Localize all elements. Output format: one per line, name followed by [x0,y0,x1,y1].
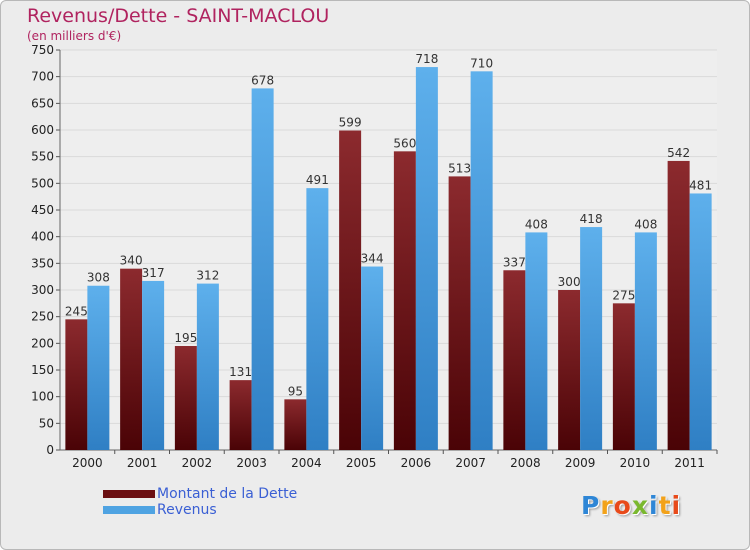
data-label: 560 [393,136,416,150]
data-label: 408 [634,217,657,231]
bar-revenus [306,188,329,450]
legend-swatch-revenus [103,506,155,514]
logo-letter: t [658,491,672,520]
bar-revenus [361,266,384,450]
y-tick-label: 350 [31,256,54,270]
data-label: 131 [229,365,252,379]
bar-revenus [580,227,603,450]
data-label: 344 [361,252,384,266]
x-tick-label: 2008 [510,456,541,470]
y-tick-label: 600 [31,123,54,137]
logo-letter: o [613,491,632,520]
bar-dette [503,270,526,450]
plot-area [60,50,717,450]
y-tick-label: 500 [31,176,54,190]
legend-label-debt: Montant de la Dette [157,486,298,502]
data-label: 418 [580,212,603,226]
y-tick-label: 0 [46,443,54,457]
bar-revenus [196,283,219,450]
y-tick-label: 650 [31,96,54,110]
x-tick-label: 2001 [127,456,158,470]
data-label: 718 [415,52,438,66]
logo-letter: i [671,491,682,520]
bar-dette [65,319,88,450]
y-tick-label: 700 [31,70,54,84]
bar-revenus [251,88,274,451]
bar-revenus [142,280,165,450]
bar-dette [174,346,197,450]
legend-swatch-debt [103,490,155,498]
x-tick-label: 2006 [401,456,432,470]
y-tick-label: 50 [39,416,54,430]
y-tick-label: 250 [31,310,54,324]
x-tick-label: 2000 [72,456,103,470]
bar-dette [558,290,581,450]
bar-dette [229,380,252,450]
data-label: 312 [196,269,219,283]
bar-revenus [689,193,712,450]
chart-subtitle: (en milliers d'€) [27,29,122,43]
bar-dette [612,303,635,450]
data-label: 245 [65,304,88,318]
bar-dette [393,151,416,451]
bar-dette [284,399,307,450]
x-tick-label: 2007 [455,456,486,470]
data-label: 275 [612,288,635,302]
bar-revenus [634,232,657,450]
data-label: 408 [525,217,548,231]
y-tick-label: 450 [31,203,54,217]
data-label: 513 [448,161,471,175]
y-tick-label: 400 [31,230,54,244]
logo-letter: P [581,491,601,520]
y-tick-label: 750 [31,43,54,57]
x-tick-label: 2010 [620,456,651,470]
data-label: 340 [120,254,143,268]
bar-revenus [525,232,548,450]
data-label: 337 [503,255,526,269]
x-tick-label: 2011 [674,456,705,470]
data-label: 678 [251,73,274,87]
bar-revenus [87,285,110,450]
x-tick-label: 2003 [236,456,267,470]
data-label: 481 [689,178,712,192]
y-tick-label: 300 [31,283,54,297]
x-tick-label: 2002 [182,456,213,470]
data-label: 308 [87,271,110,285]
data-label: 317 [142,266,165,280]
logo-letter: i [649,491,659,520]
chart-title: Revenus/Dette - SAINT-MACLOU [27,5,330,27]
bar-revenus [415,67,438,451]
data-label: 95 [288,384,303,398]
y-tick-label: 550 [31,150,54,164]
data-label: 195 [174,331,197,345]
bar-revenus [470,71,493,450]
data-label: 710 [470,56,493,70]
data-label: 491 [306,173,329,187]
legend-label-revenus: Revenus [157,502,217,518]
data-label: 542 [667,146,690,160]
y-tick-label: 200 [31,336,54,350]
x-tick-label: 2005 [346,456,377,470]
x-tick-label: 2004 [291,456,322,470]
bar-dette [448,176,471,450]
data-label: 599 [339,116,362,130]
data-label: 300 [558,275,581,289]
logo-letter: r [600,491,614,520]
bar-dette [667,160,690,450]
y-tick-label: 150 [31,363,54,377]
x-tick-label: 2009 [565,456,596,470]
logo-letter: x [631,491,649,520]
bar-dette [339,130,362,451]
proxiti-logo: Proxiti [581,491,681,520]
y-tick-label: 100 [31,390,54,404]
bar-dette [120,268,143,450]
